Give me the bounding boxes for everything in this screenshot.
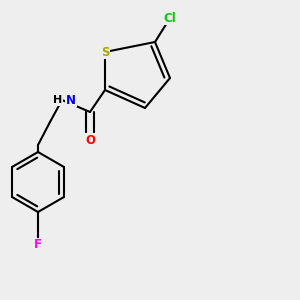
Text: O: O bbox=[85, 134, 95, 146]
Text: Cl: Cl bbox=[164, 11, 176, 25]
Text: F: F bbox=[34, 238, 42, 251]
Text: N: N bbox=[66, 94, 76, 106]
Text: S: S bbox=[101, 46, 109, 59]
Text: H: H bbox=[53, 95, 62, 105]
